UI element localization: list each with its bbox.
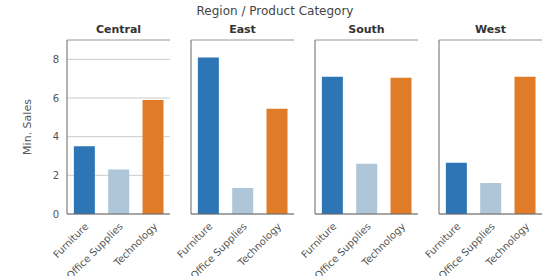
- html-text:East: East: [229, 23, 256, 36]
- svg-text:Office Supplies: Office Supplies: [64, 221, 125, 276]
- html-text:Region / Product Category: Region / Product Category: [196, 4, 354, 18]
- svg-text:Technology: Technology: [483, 221, 531, 269]
- svg-text:8: 8: [53, 54, 59, 65]
- svg-text:Furniture: Furniture: [51, 220, 91, 261]
- svg-text:0: 0: [53, 209, 59, 220]
- svg-text:Furniture: Furniture: [423, 220, 463, 261]
- svg-text:4: 4: [53, 131, 59, 142]
- svg-text:6: 6: [53, 93, 59, 104]
- html-text:South: South: [348, 23, 385, 36]
- svg-text:2: 2: [53, 170, 59, 181]
- svg-text:Technology: Technology: [235, 221, 283, 269]
- svg-text:Office Supplies: Office Supplies: [188, 221, 249, 276]
- svg-text:Office Supplies: Office Supplies: [312, 221, 373, 276]
- svg-text:Technology: Technology: [111, 221, 159, 269]
- html-text:Central: Central: [95, 23, 142, 36]
- svg-text:Min. Sales: Min. Sales: [21, 99, 34, 155]
- svg-text:Office Supplies: Office Supplies: [436, 221, 497, 276]
- svg-text:Furniture: Furniture: [299, 220, 339, 261]
- svg-text:Furniture: Furniture: [175, 220, 215, 261]
- html-text:West: West: [475, 23, 506, 36]
- svg-text:Technology: Technology: [359, 221, 407, 269]
